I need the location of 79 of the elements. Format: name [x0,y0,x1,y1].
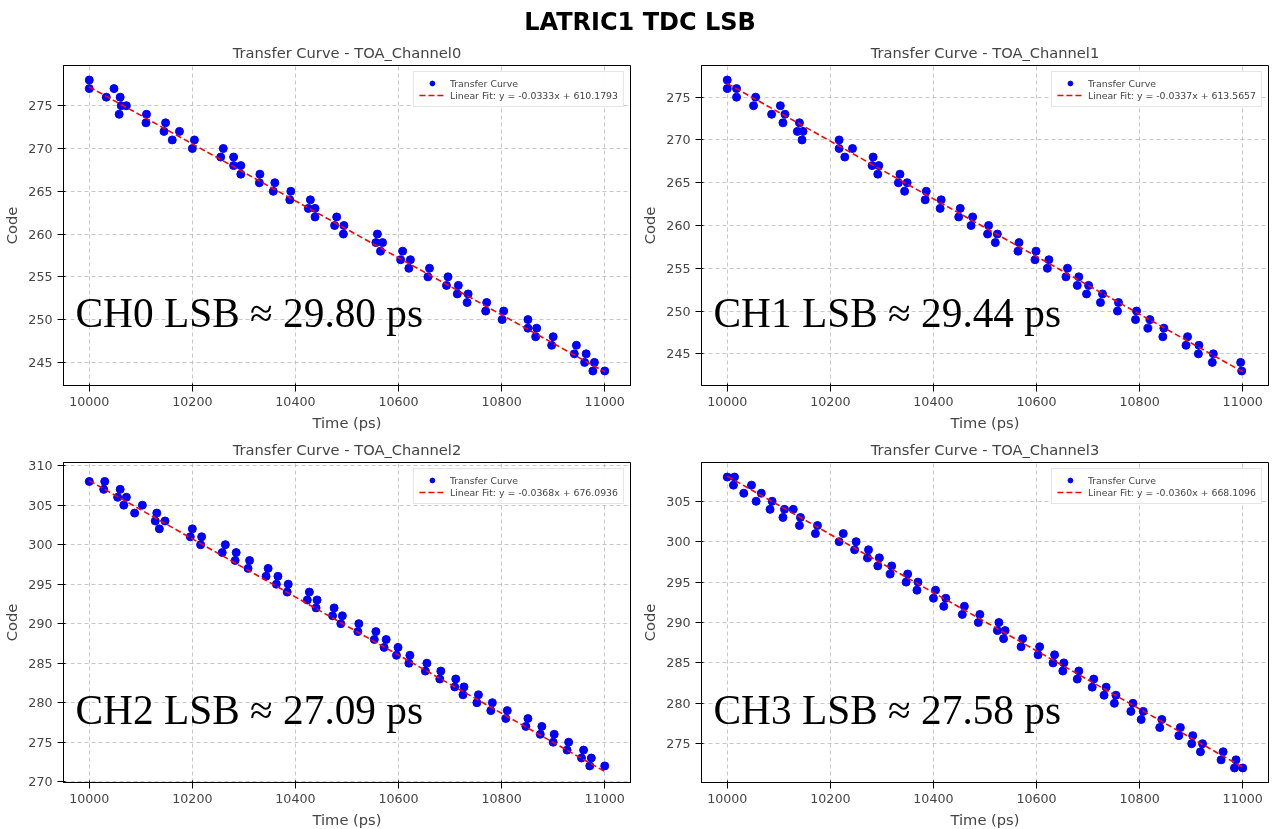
y-tick-label: 300 [666,534,691,550]
x-tick-label: 10200 [810,393,851,409]
y-tick-label: 245 [28,354,53,370]
legend-label: Transfer Curve [1087,474,1156,486]
y-tick-label: 275 [28,734,53,750]
y-tick-label: 270 [28,140,53,156]
y-tick-label: 310 [28,458,53,474]
x-tick-label: 11000 [1222,393,1263,409]
x-tick-label: 11000 [1222,790,1263,806]
legend-label: Transfer Curve [449,77,518,89]
y-tick-label: 250 [28,312,53,328]
x-tick-label: 10200 [810,790,851,806]
x-tick-label: 10400 [913,790,954,806]
annotation: CH2 LSB ≈ 27.09 ps [75,686,424,733]
y-tick-label: 285 [666,655,691,671]
x-tick-label: 10600 [378,790,419,806]
y-tick-label: 250 [666,303,691,319]
y-tick-label: 290 [666,615,691,630]
y-tick-label: 255 [666,260,691,276]
legend-label: Transfer Curve [1087,77,1156,89]
y-tick-label: 275 [666,89,691,105]
chart-title: Transfer Curve - TOA_Channel0 [231,43,462,61]
y-axis-title: Code [3,206,21,245]
x-tick-label: 10000 [69,393,110,409]
annotation: CH1 LSB ≈ 29.44 ps [713,289,1062,336]
y-tick-label: 280 [666,695,691,711]
x-tick-label: 10600 [1016,393,1057,409]
y-tick-label: 245 [666,346,691,362]
y-tick-label: 255 [28,269,53,285]
chart-title: Transfer Curve - TOA_Channel1 [869,43,1100,61]
x-tick-label: 10000 [69,790,110,806]
y-axis-title: Code [3,603,21,642]
y-tick-label: 275 [28,98,53,114]
legend-label: Linear Fit: y = -0.0368x + 676.0936 [449,486,618,498]
legend-label: Linear Fit: y = -0.0333x + 610.1793 [449,89,618,101]
y-tick-label: 260 [666,218,691,233]
x-axis-title: Time (ps) [311,413,382,431]
x-axis-title: Time (ps) [949,810,1020,828]
x-tick-label: 11000 [584,393,625,409]
y-tick-label: 265 [28,183,53,199]
x-tick-label: 10800 [1119,393,1160,409]
x-tick-label: 10400 [913,393,954,409]
text: LATRIC1 TDC LSB [524,7,756,38]
y-tick-label: 305 [666,493,691,509]
x-tick-label: 10600 [1016,790,1057,806]
x-tick-label: 10200 [172,393,213,409]
y-tick-label: 295 [666,574,691,590]
x-tick-label: 10800 [1119,790,1160,806]
y-tick-label: 270 [666,132,691,148]
x-tick-label: 10000 [707,393,748,409]
y-tick-label: 280 [28,695,53,711]
legend-label: Linear Fit: y = -0.0337x + 613.5657 [1087,89,1256,101]
x-tick-label: 10200 [172,790,213,806]
y-tick-label: 305 [28,497,53,513]
x-tick-label: 10400 [275,393,316,409]
y-tick-label: 265 [666,175,691,191]
chart-title: Transfer Curve - TOA_Channel3 [869,440,1100,458]
x-tick-label: 11000 [584,790,625,806]
y-tick-label: 270 [28,774,53,790]
x-tick-label: 10400 [275,790,316,806]
x-axis-title: Time (ps) [311,810,382,828]
x-tick-label: 10000 [707,790,748,806]
y-tick-label: 295 [28,576,53,592]
y-tick-label: 300 [28,537,53,553]
annotation: CH0 LSB ≈ 29.80 ps [75,289,424,336]
legend-label: Linear Fit: y = -0.0360x + 668.1096 [1087,486,1256,498]
y-tick-label: 260 [28,226,53,242]
chart-title: Transfer Curve - TOA_Channel2 [231,440,462,458]
x-tick-label: 10600 [378,393,419,409]
x-tick-label: 10800 [481,393,522,409]
y-axis-title: Code [641,603,659,642]
x-axis-title: Time (ps) [949,413,1020,431]
y-tick-label: 290 [28,616,53,632]
x-tick-label: 10800 [481,790,522,806]
legend-label: Transfer Curve [449,474,518,486]
annotation: CH3 LSB ≈ 27.58 ps [713,686,1062,733]
y-tick-label: 285 [28,655,53,671]
y-axis-title: Code [641,206,659,245]
y-tick-label: 275 [666,736,691,752]
